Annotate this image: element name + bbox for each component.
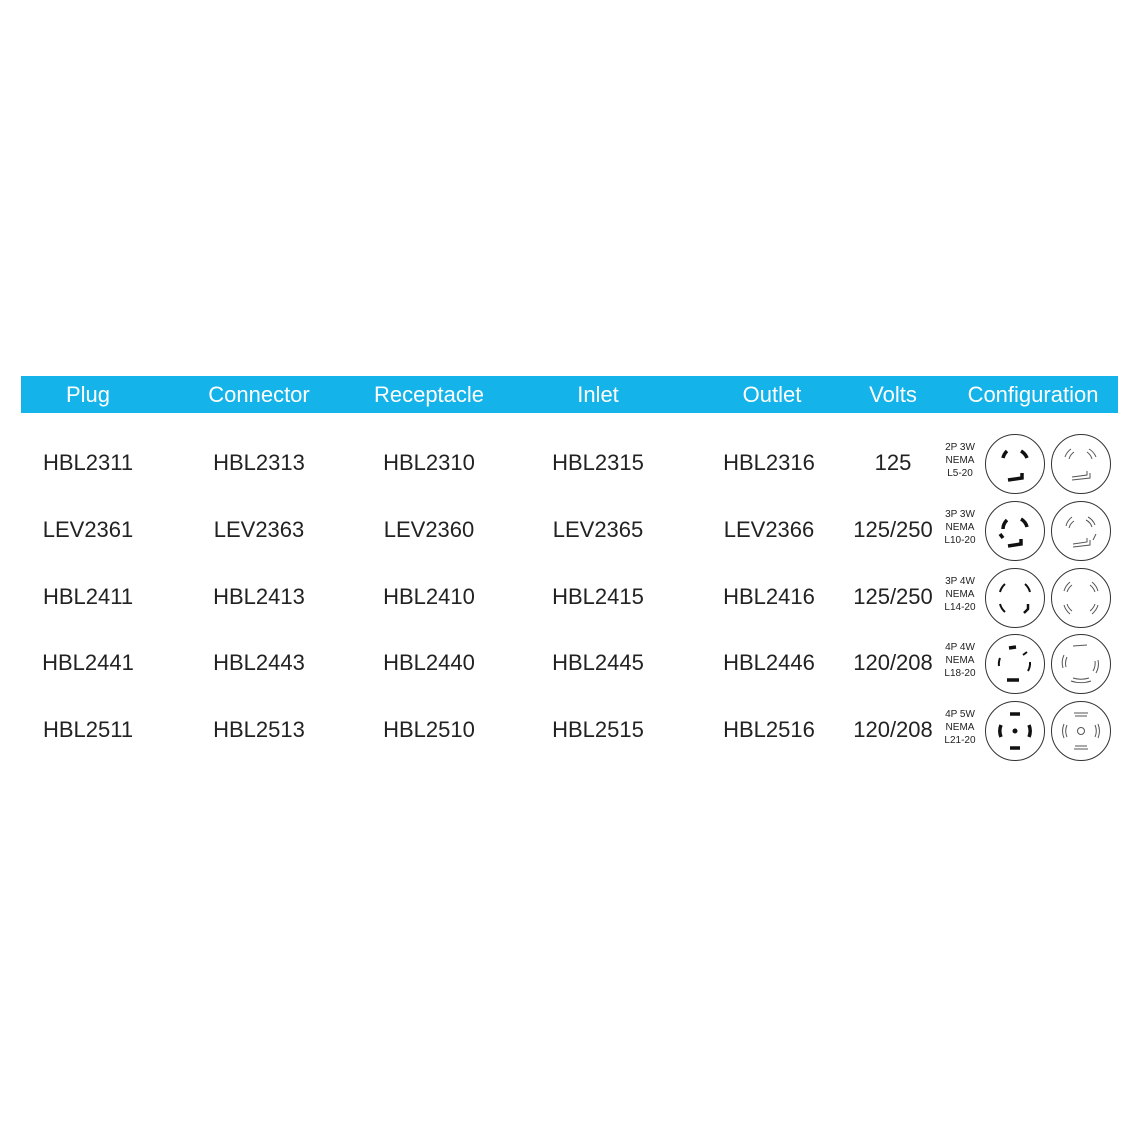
config-code: L10-20: [944, 535, 976, 546]
cell-volts: 125/250: [853, 517, 933, 542]
cell-outlet: LEV2366: [723, 517, 815, 542]
cell-outlet: HBL2516: [723, 717, 815, 742]
cell-receptacle: HBL2410: [383, 584, 475, 609]
cell-receptacle: HBL2310: [383, 450, 475, 475]
cell-inlet: HBL2415: [552, 584, 644, 609]
table-row: LEV2361 LEV2363 LEV2360 LEV2365 LEV2366 …: [0, 500, 1132, 561]
plug-face-diagram: [1051, 501, 1111, 561]
receptacle-face-diagram: [985, 434, 1045, 494]
header-inlet: Inlet: [577, 382, 619, 407]
table-row: HBL2311 HBL2313 HBL2310 HBL2315 HBL2316 …: [0, 433, 1132, 494]
config-standard: NEMA: [945, 722, 975, 733]
plug-face-diagram: [1051, 701, 1111, 761]
receptacle-face-diagram: [985, 568, 1045, 628]
cell-inlet: HBL2445: [552, 650, 644, 675]
config-code: L5-20: [947, 468, 973, 479]
config-code: L21-20: [944, 735, 976, 746]
plug-face-diagram: [1051, 568, 1111, 628]
config-standard: NEMA: [945, 655, 975, 666]
plug-face-diagram: [1051, 434, 1111, 494]
receptacle-face-diagram: [985, 701, 1045, 761]
cell-volts: 120/208: [853, 650, 933, 675]
cell-connector: HBL2413: [213, 584, 305, 609]
cell-plug: HBL2311: [42, 450, 134, 475]
config-poles: 4P 5W: [945, 709, 975, 720]
config-spec: 3P 4W NEMA L14-20: [938, 575, 982, 614]
cell-volts: 125/250: [853, 584, 933, 609]
config-code: L18-20: [944, 668, 976, 679]
cell-plug: HBL2411: [42, 584, 134, 609]
config-poles: 3P 3W: [945, 509, 975, 520]
header-receptacle: Receptacle: [373, 382, 485, 407]
config-poles: 3P 4W: [945, 576, 975, 587]
config-code: L14-20: [944, 602, 976, 613]
cell-outlet: HBL2316: [723, 450, 815, 475]
config-poles: 2P 3W: [945, 442, 975, 453]
config-spec: 4P 5W NEMA L21-20: [938, 708, 982, 747]
config-spec: 4P 4W NEMA L18-20: [938, 641, 982, 680]
config-standard: NEMA: [945, 455, 975, 466]
table-row: HBL2441 HBL2443 HBL2440 HBL2445 HBL2446 …: [0, 633, 1132, 694]
receptacle-face-diagram: [985, 634, 1045, 694]
config-standard: NEMA: [945, 522, 975, 533]
table-header: Plug Connector Receptacle Inlet Outlet V…: [21, 376, 1118, 413]
plug-face-diagram: [1051, 634, 1111, 694]
cell-outlet: HBL2446: [723, 650, 815, 675]
receptacle-face-diagram: [985, 501, 1045, 561]
header-connector: Connector: [208, 382, 310, 407]
table-row: HBL2511 HBL2513 HBL2510 HBL2515 HBL2516 …: [0, 700, 1132, 761]
config-spec: 2P 3W NEMA L5-20: [938, 441, 982, 480]
config-standard: NEMA: [945, 589, 975, 600]
header-configuration: Configuration: [967, 382, 1099, 407]
cell-inlet: LEV2365: [552, 517, 644, 542]
cell-plug: HBL2511: [42, 717, 134, 742]
header-plug: Plug: [65, 382, 111, 407]
cell-receptacle: HBL2510: [383, 717, 475, 742]
cell-receptacle: LEV2360: [383, 517, 475, 542]
header-outlet: Outlet: [742, 382, 802, 407]
cell-connector: HBL2513: [213, 717, 305, 742]
cell-connector: LEV2363: [213, 517, 305, 542]
cell-connector: HBL2443: [213, 650, 305, 675]
cell-inlet: HBL2515: [552, 717, 644, 742]
cell-outlet: HBL2416: [723, 584, 815, 609]
cell-plug: HBL2441: [42, 650, 134, 675]
cell-inlet: HBL2315: [552, 450, 644, 475]
header-volts: Volts: [869, 382, 917, 407]
cell-volts: 120/208: [853, 717, 933, 742]
cell-plug: LEV2361: [42, 517, 134, 542]
table-row: HBL2411 HBL2413 HBL2410 HBL2415 HBL2416 …: [0, 567, 1132, 628]
cell-receptacle: HBL2440: [383, 650, 475, 675]
cell-connector: HBL2313: [213, 450, 305, 475]
config-spec: 3P 3W NEMA L10-20: [938, 508, 982, 547]
config-poles: 4P 4W: [945, 642, 975, 653]
cell-volts: 125: [874, 450, 912, 475]
